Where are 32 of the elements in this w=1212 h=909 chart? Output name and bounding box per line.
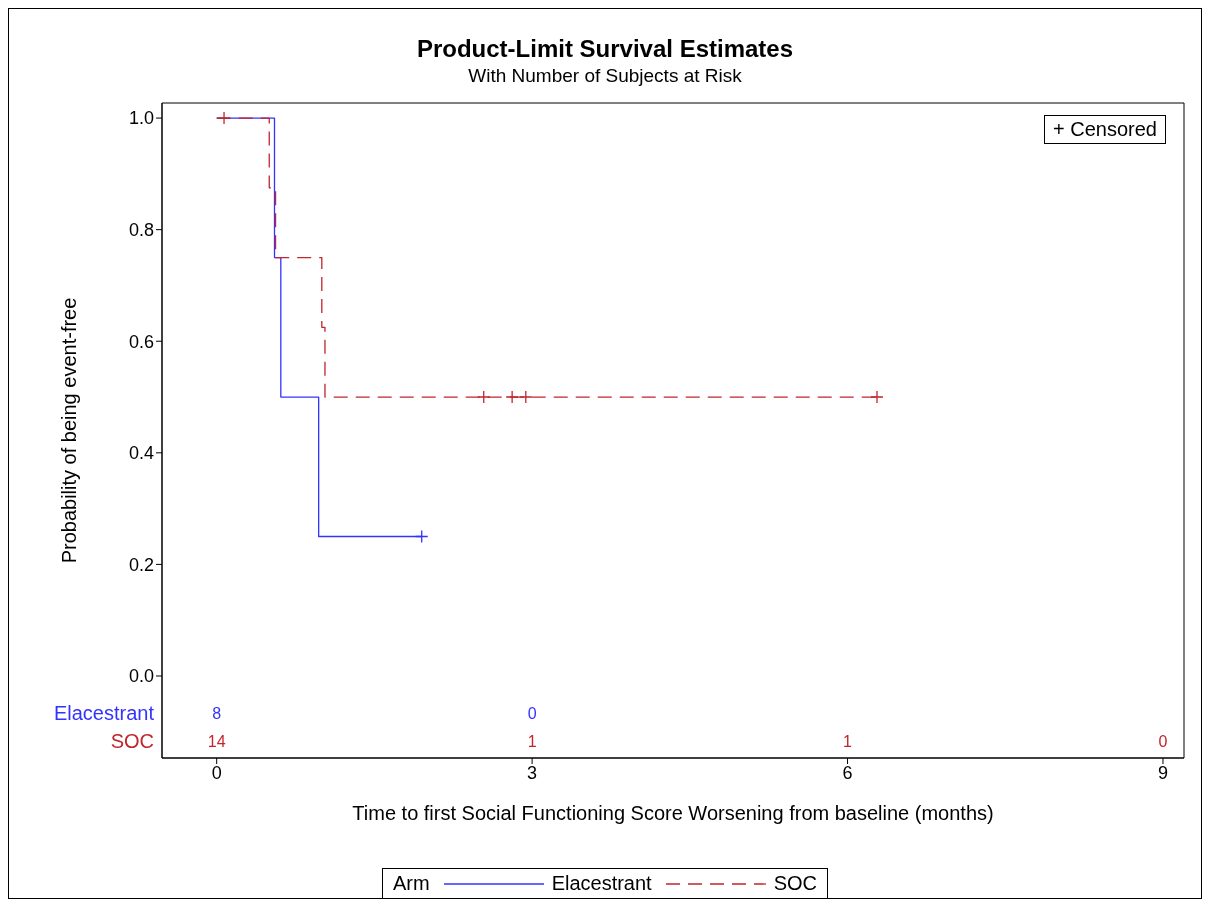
y-tick-label: 0.4: [128, 443, 154, 464]
annotation: 0: [1158, 732, 1168, 750]
point: [505, 390, 519, 404]
x-tick-label: 0: [211, 762, 222, 783]
y-tick-label: 1.0: [128, 108, 154, 129]
y-tick-label: 0.2: [128, 554, 154, 575]
x-axis-title: Time to first Social Functioning Score Worsening from baseline (months): [352, 802, 994, 824]
text: Elacestrant: [53, 701, 154, 724]
annotation: 1: [527, 732, 537, 750]
legend-title: Arm: [392, 872, 430, 895]
point: [870, 390, 884, 404]
annotation: 0: [527, 704, 537, 722]
point: [519, 390, 533, 404]
text: SOC: [110, 729, 154, 752]
point: [415, 529, 429, 544]
point: [477, 390, 491, 404]
annotation: 14: [207, 732, 226, 750]
legend-label: SOC: [773, 872, 818, 895]
annotation: 8: [212, 704, 222, 722]
chart-title: Product-Limit Survival Estimates: [415, 34, 795, 63]
x-tick-label: 9: [1157, 762, 1168, 783]
annotation: 1: [843, 732, 853, 750]
point: [217, 111, 231, 125]
annotation: + Censored: [1044, 115, 1166, 144]
y-axis-title: Probability of being event-free: [58, 297, 81, 564]
x-tick-label: 6: [842, 762, 853, 783]
chart-subtitle: With Number of Subjects at Risk: [467, 65, 743, 87]
legend-label: Elacestrant: [551, 872, 652, 895]
x-tick-label: 3: [527, 762, 538, 783]
y-tick-label: 0.0: [128, 666, 154, 687]
y-tick-label: 0.6: [128, 331, 154, 352]
y-tick-label: 0.8: [128, 220, 154, 241]
